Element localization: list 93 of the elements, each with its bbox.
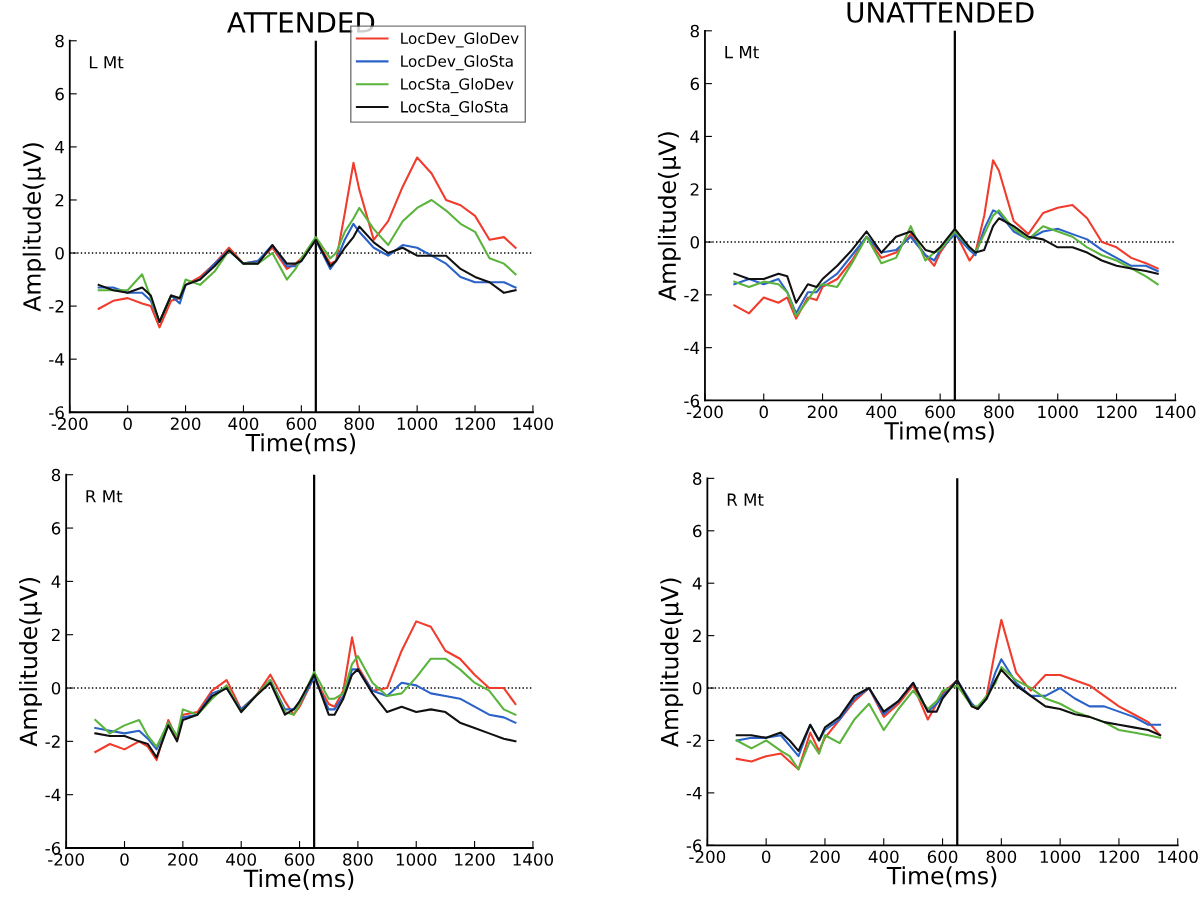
x-tick-label: 800 — [986, 850, 1017, 864]
line-series — [733, 217, 1159, 304]
x-tick-label: 200 — [170, 417, 201, 430]
annotation: R Mt — [727, 493, 764, 506]
line-series — [97, 156, 517, 329]
y-tick-label: -4 — [686, 787, 702, 800]
x-tick-label: -200 — [686, 405, 723, 419]
line-series — [735, 666, 1162, 771]
y-tick-label: 2 — [55, 193, 64, 207]
y-tick-label: 2 — [693, 629, 701, 642]
y-tick-label: 8 — [51, 468, 61, 482]
x-tick-label: -200 — [51, 417, 88, 430]
x-tick-label: 0 — [120, 853, 129, 866]
x-tick-label: 1200 — [455, 853, 495, 866]
line-series — [733, 159, 1159, 320]
x-tick-label: 400 — [866, 405, 897, 419]
chart-title: UNATTENDED — [847, 2, 1034, 23]
y-tick-label: 8 — [55, 34, 64, 48]
x-tick-label: 0 — [761, 850, 771, 864]
y-tick-label: -2 — [684, 288, 699, 302]
annotation: L Mt — [89, 56, 124, 69]
x-tick-label: 1400 — [513, 853, 554, 866]
y-tick-label: -6 — [45, 841, 61, 855]
x-tick-label: 200 — [810, 850, 840, 864]
y-tick-label: 0 — [55, 247, 64, 260]
x-tick-label: 400 — [226, 853, 256, 866]
x-tick-label: 800 — [343, 853, 373, 866]
x-tick-label: 600 — [927, 850, 958, 864]
x-tick-label: 1000 — [1040, 850, 1081, 864]
y-tick-label: 6 — [693, 524, 702, 538]
y-tick-label: -6 — [49, 406, 64, 419]
y-tick-label: 0 — [51, 682, 61, 695]
y-tick-label: 8 — [693, 472, 702, 485]
y-tick-label: 6 — [51, 522, 61, 535]
line-series — [94, 655, 517, 748]
chart-title: ATTENDED — [227, 12, 375, 33]
legend-label: LocSta_GloSta — [401, 100, 508, 116]
x-tick-label: 1000 — [1038, 405, 1078, 419]
legend-label: LocSta_GloDev — [401, 77, 514, 94]
x-tick-label: 600 — [925, 405, 955, 419]
y-tick-label: 6 — [55, 87, 64, 101]
legend-label: LocDev_GloDev — [401, 32, 519, 48]
y-tick-label: -4 — [49, 353, 64, 366]
line-series — [735, 668, 1162, 752]
x-tick-label: 1400 — [1155, 405, 1196, 419]
x-tick-label: 200 — [807, 405, 838, 419]
y-axis-title: Amplitude(μV) — [660, 578, 684, 747]
line-series — [94, 620, 517, 762]
line-series — [735, 618, 1162, 771]
y-tick-label: 0 — [690, 235, 699, 249]
y-tick-label: -2 — [45, 735, 60, 748]
y-axis-title: Amplitude(μV) — [19, 578, 42, 747]
x-tick-label: -200 — [48, 853, 84, 866]
y-tick-label: -6 — [686, 839, 702, 852]
y-tick-label: -2 — [49, 300, 64, 313]
x-tick-label: 600 — [284, 853, 315, 866]
x-tick-label: 400 — [228, 417, 259, 430]
x-tick-label: 1000 — [396, 853, 437, 866]
legend-label: LocDev_GloSta — [401, 55, 513, 71]
x-tick-label: 1400 — [513, 417, 554, 430]
annotation: L Mt — [725, 46, 759, 59]
x-axis-title: Time(ms) — [886, 866, 997, 888]
x-axis-title: Time(ms) — [243, 869, 354, 891]
y-tick-label: -2 — [686, 734, 701, 747]
x-tick-label: 600 — [286, 417, 317, 430]
x-axis-title: Time(ms) — [245, 433, 356, 455]
x-tick-label: 400 — [868, 850, 899, 864]
x-tick-label: 1000 — [397, 417, 438, 430]
x-tick-label: 0 — [759, 405, 768, 419]
y-tick-label: 4 — [55, 141, 64, 154]
x-tick-label: -200 — [689, 850, 726, 864]
y-tick-label: 2 — [690, 183, 699, 196]
y-tick-label: -4 — [684, 341, 700, 354]
x-axis-title: Time(ms) — [884, 421, 994, 443]
y-tick-label: 0 — [693, 682, 702, 695]
x-tick-label: 200 — [168, 853, 198, 866]
x-tick-label: 1400 — [1158, 850, 1198, 864]
y-tick-label: 4 — [51, 575, 61, 588]
y-tick-label: 8 — [690, 24, 699, 38]
x-tick-label: 800 — [344, 417, 375, 430]
y-tick-label: -4 — [45, 788, 61, 802]
y-tick-label: 4 — [690, 130, 700, 143]
x-tick-label: 1200 — [1097, 405, 1137, 419]
x-tick-label: 800 — [984, 405, 1014, 419]
y-tick-label: 4 — [692, 577, 702, 590]
y-tick-label: 6 — [690, 77, 700, 91]
y-axis-title: Amplitude(μV) — [22, 143, 46, 312]
annotation: R Mt — [86, 490, 123, 503]
y-axis-title: Amplitude(μV) — [657, 132, 681, 301]
x-tick-label: 0 — [123, 417, 132, 430]
x-tick-label: 1200 — [455, 417, 496, 430]
y-tick-label: 2 — [51, 628, 60, 642]
x-tick-label: 1200 — [1099, 850, 1140, 864]
